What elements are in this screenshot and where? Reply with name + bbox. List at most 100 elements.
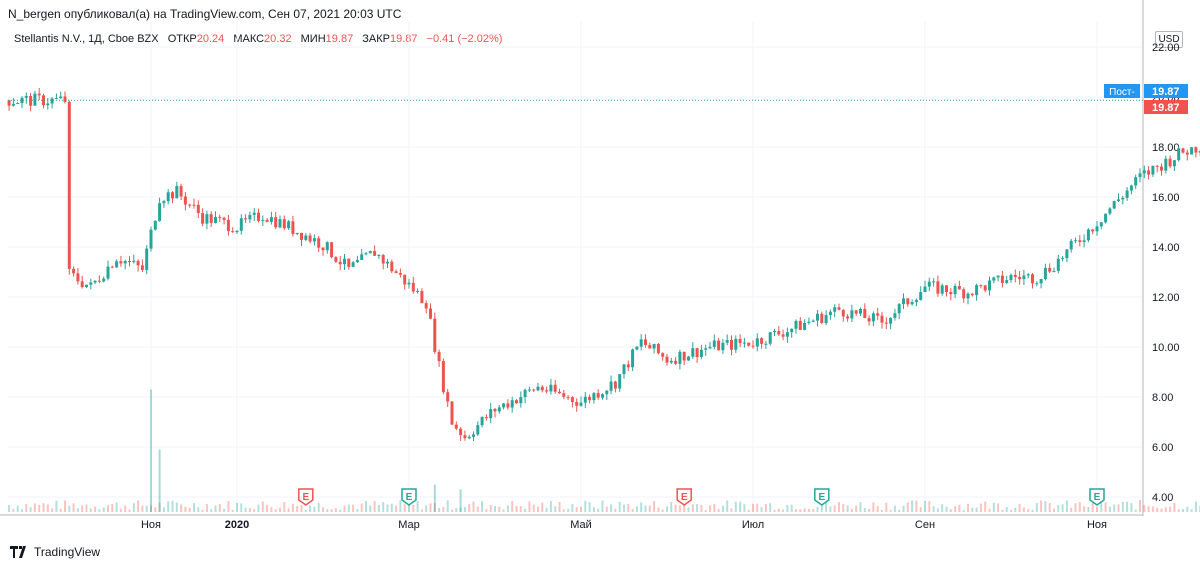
candle-body (854, 310, 858, 314)
candle-body (119, 261, 123, 264)
earnings-marker (298, 488, 314, 506)
volume-bar (954, 506, 957, 512)
candle-body (72, 268, 76, 274)
post-price-label: 19.87 (1152, 86, 1180, 98)
candle-body (566, 396, 570, 398)
candle-body (1147, 170, 1151, 175)
candle-body (790, 328, 794, 333)
candle-body (1112, 201, 1116, 209)
candle-body (386, 261, 389, 264)
volume-bar (502, 509, 505, 512)
candle-body (953, 285, 957, 295)
candle-body (1142, 170, 1146, 174)
candle-body (1052, 270, 1056, 272)
candle-body (923, 286, 927, 293)
candle-body (665, 356, 669, 363)
volume-bar (429, 503, 432, 512)
candle-body (437, 351, 441, 362)
volume-bar (403, 503, 406, 512)
volume-bar (962, 509, 965, 512)
candle-body (807, 321, 811, 323)
candle-body (261, 219, 265, 221)
volume-bar (291, 503, 294, 512)
volume-bar (807, 508, 810, 512)
volume-bar (386, 504, 389, 512)
candle-body (927, 281, 931, 287)
volume-bar (463, 506, 466, 512)
tradingview-footer[interactable]: TradingView (10, 545, 100, 559)
volume-bar (945, 506, 948, 512)
candle-body (803, 322, 807, 330)
earnings-marker-label: E (406, 492, 413, 503)
volume-bar (489, 505, 492, 512)
volume-bar (158, 502, 161, 512)
candle-body (970, 293, 974, 296)
candle-body (523, 389, 527, 398)
volume-bar (532, 504, 535, 512)
candle-body (205, 214, 209, 224)
volume-bar (653, 501, 656, 512)
volume-bar (842, 503, 845, 512)
candle-body (575, 401, 579, 406)
volume-bar (498, 506, 501, 512)
candle-body (304, 235, 308, 240)
volume-bar (420, 509, 423, 512)
candle-body (140, 265, 144, 270)
currency-button[interactable]: USD (1155, 31, 1183, 48)
candle-body (158, 203, 162, 221)
candle-body (687, 356, 690, 361)
candle-body (1069, 240, 1073, 250)
candle-body (785, 332, 789, 337)
volume-bar (644, 505, 647, 512)
volume-bar (893, 505, 896, 512)
volume-bar (227, 501, 230, 512)
candle-body (416, 290, 420, 292)
candle-body (1177, 148, 1181, 161)
candle-body (37, 93, 41, 96)
candle-body (308, 235, 312, 242)
candle-body (11, 103, 15, 106)
volume-bar (911, 500, 914, 512)
volume-bar (782, 509, 785, 512)
volume-bar (988, 508, 991, 512)
x-tick-label: Сен (915, 519, 935, 531)
candle-body (196, 204, 200, 214)
candle-body (252, 212, 256, 215)
candle-body (1125, 190, 1129, 198)
volume-bar (906, 502, 909, 512)
volume-bar (150, 389, 152, 512)
volume-bar (1186, 506, 1189, 512)
candle-body (278, 219, 282, 228)
candle-body (312, 238, 316, 242)
volume-bar (691, 504, 694, 512)
candle-body (149, 229, 153, 249)
volume-bar (25, 504, 28, 512)
candle-body (85, 284, 88, 288)
volume-bar (1070, 507, 1073, 512)
candle-body (596, 393, 600, 398)
volume-bar (459, 507, 462, 512)
last-price-tag (1144, 100, 1188, 114)
candle-body (910, 302, 914, 305)
candle-body (330, 242, 334, 258)
close-label: ЗАКР (362, 33, 390, 45)
volume-bar (352, 504, 355, 512)
candle-body (545, 390, 549, 392)
candle-body (97, 280, 101, 282)
volume-bar (94, 506, 97, 512)
volume-bar (365, 500, 367, 512)
volume-bar (46, 504, 49, 512)
volume-bar (1048, 502, 1051, 512)
candle-body (656, 343, 660, 354)
candle-body (867, 317, 871, 322)
candle-body (613, 381, 617, 389)
candle-body (480, 417, 484, 426)
volume-bar (1061, 504, 1064, 512)
volume-bar (1096, 506, 1098, 512)
volume-bar (339, 509, 342, 512)
candle-body (992, 277, 996, 281)
candle-body (1065, 249, 1069, 259)
volume-bar (601, 500, 604, 512)
candle-body (583, 396, 587, 403)
